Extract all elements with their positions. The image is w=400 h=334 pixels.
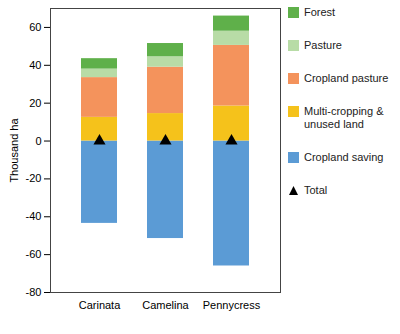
- html-text:Cropland pasture: Cropland pasture: [304, 72, 389, 84]
- html-text:Pasture: Pasture: [304, 39, 342, 51]
- html-text:Multi-cropping & unused land: Multi-cropping & unused land: [304, 105, 384, 130]
- svg-text:-80: -80: [26, 286, 42, 298]
- svg-text:-40: -40: [26, 210, 42, 222]
- svg-text:-20: -20: [26, 172, 42, 184]
- html-text:Cropland saving: Cropland saving: [304, 151, 384, 163]
- svg-text:60: 60: [29, 21, 41, 33]
- svg-text:Carinata: Carinata: [79, 299, 121, 311]
- html-text:Total: Total: [304, 184, 328, 196]
- svg-text:-60: -60: [26, 248, 42, 260]
- svg-text:0: 0: [35, 135, 41, 147]
- svg-text:40: 40: [29, 59, 41, 71]
- html-text:Forest: Forest: [304, 6, 336, 18]
- svg-text:20: 20: [29, 97, 41, 109]
- svg-text:Thousand ha: Thousand ha: [8, 118, 20, 183]
- svg-text:Pennycress: Pennycress: [203, 299, 261, 311]
- svg-text:Camelina: Camelina: [142, 299, 189, 311]
